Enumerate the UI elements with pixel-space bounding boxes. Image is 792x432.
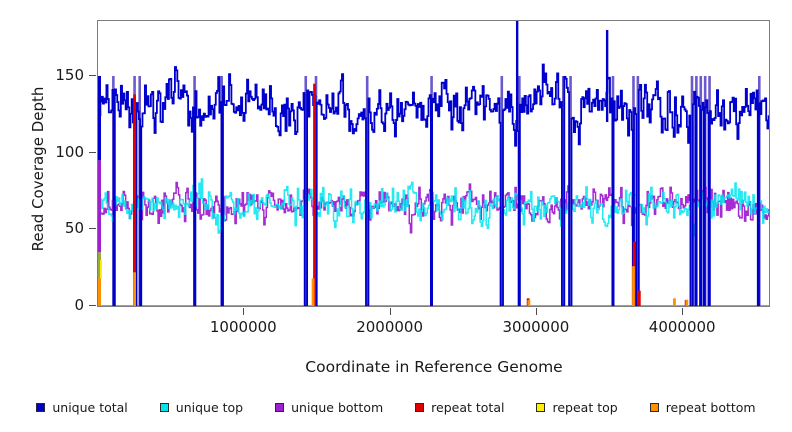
series-spike	[304, 76, 308, 306]
x-tick	[535, 308, 537, 315]
legend-label: unique top	[175, 400, 244, 415]
y-tick	[89, 228, 96, 230]
series-spike	[311, 278, 315, 306]
legend-swatch-icon	[159, 403, 169, 412]
x-tick-label: 4000000	[648, 318, 716, 336]
series-spike	[98, 160, 101, 253]
legend-item[interactable]: unique total	[36, 400, 128, 415]
y-tick-label: 100	[55, 142, 84, 161]
x-tick-label: 3000000	[502, 318, 570, 336]
x-tick	[682, 308, 684, 315]
series-spike	[313, 83, 316, 306]
legend-item[interactable]: unique bottom	[275, 400, 383, 415]
y-tick	[89, 151, 96, 153]
series-spike	[632, 266, 635, 306]
series-spike	[98, 278, 101, 306]
series-spike	[515, 21, 519, 126]
x-tick-label: 2000000	[356, 318, 423, 336]
y-tick-label: 50	[64, 219, 84, 238]
y-tick	[89, 305, 96, 306]
series-spike	[133, 272, 136, 306]
series-spike	[569, 76, 572, 306]
series-spike	[527, 299, 531, 306]
series-spike	[98, 305, 769, 306]
series-spike	[98, 252, 101, 279]
series-spike	[605, 30, 609, 123]
series-spike	[636, 76, 640, 306]
series-spike	[98, 76, 101, 161]
legend-label: repeat total	[431, 400, 505, 415]
y-tick	[89, 75, 96, 76]
series-spike	[637, 290, 641, 306]
x-tick-label: 1000000	[209, 318, 277, 336]
x-tick	[243, 308, 245, 315]
legend-item[interactable]: repeat total	[415, 400, 504, 415]
y-tick-label: 0	[74, 296, 84, 314]
legend-label: repeat bottom	[665, 400, 756, 415]
legend-label: unique bottom	[291, 400, 384, 415]
y-tick-label: 150	[55, 66, 84, 84]
legend-swatch-icon	[275, 403, 285, 412]
plot-svg	[98, 21, 769, 306]
legend-swatch-icon	[649, 403, 659, 412]
legend-item[interactable]: unique top	[159, 400, 244, 415]
series-spike	[685, 299, 689, 306]
series-line	[98, 178, 769, 306]
series-spike	[100, 260, 102, 279]
x-axis-title: Coordinate in Reference Genome	[305, 358, 563, 376]
legend-swatch-icon	[415, 403, 425, 412]
legend-label: repeat top	[552, 400, 618, 415]
legend-swatch-icon	[36, 403, 46, 412]
legend-swatch-icon	[536, 403, 546, 412]
chart-legend: unique total unique top unique bottom repea…	[0, 400, 792, 415]
series-spike	[365, 76, 369, 306]
x-tick	[389, 308, 391, 315]
series-line	[98, 63, 769, 306]
series-spike	[133, 94, 136, 306]
plot-area	[97, 20, 770, 307]
legend-item[interactable]: repeat top	[536, 400, 618, 415]
legend-item[interactable]: repeat bottom	[649, 400, 756, 415]
series-spike	[500, 76, 504, 306]
series-spike	[673, 298, 676, 306]
series-spike	[561, 76, 565, 306]
legend-label: unique total	[52, 400, 128, 415]
